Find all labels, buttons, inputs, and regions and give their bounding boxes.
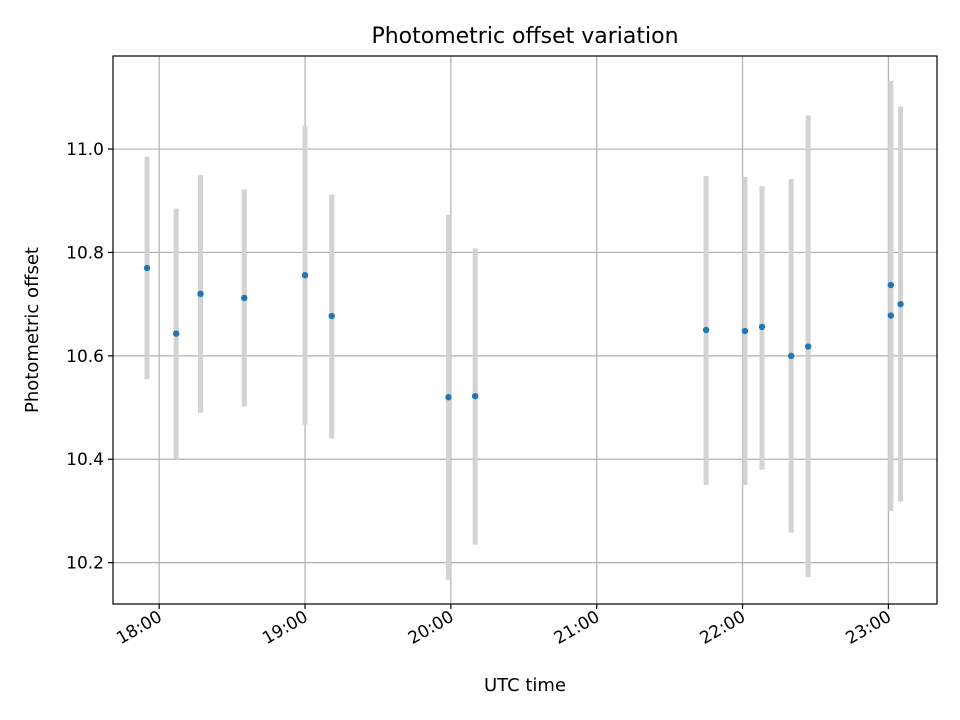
x-tick-label: 21:00 [551, 607, 603, 649]
data-point [301, 272, 309, 279]
x-axis-ticks: 18:00 19:00 20:00 21:00 22:00 23:00 [113, 604, 895, 649]
x-tick-label: 23:00 [842, 607, 894, 649]
data-point [787, 352, 795, 360]
y-tick-label: 10.6 [66, 347, 104, 367]
data-point [241, 294, 248, 302]
data-point [445, 394, 452, 401]
data-point [143, 264, 151, 272]
chart-title: Photometric offset variation [371, 24, 678, 49]
x-tick-label: 18:00 [113, 607, 165, 649]
data-point [897, 300, 904, 308]
y-axis-label: Photometric offset [22, 247, 43, 413]
y-tick-label: 10.4 [66, 450, 104, 470]
x-tick-label: 20:00 [405, 607, 457, 649]
data-point [197, 290, 204, 298]
plot-area-frame [112, 55, 938, 605]
data-points [143, 264, 904, 401]
data-point [804, 343, 812, 350]
data-point [758, 323, 766, 331]
data-point [702, 326, 710, 334]
data-point [172, 330, 180, 337]
y-tick-label: 10.8 [66, 243, 104, 263]
x-tick-label: 22:00 [697, 607, 749, 649]
x-axis-label: UTC time [484, 675, 566, 696]
grid-lines [113, 56, 937, 604]
y-tick-label: 11.0 [66, 140, 104, 160]
data-point [741, 327, 749, 335]
error-bars [144, 80, 904, 580]
data-point [471, 392, 479, 400]
x-tick-label: 19:00 [259, 607, 311, 649]
data-point [887, 312, 895, 319]
y-tick-label: 10.2 [66, 554, 104, 574]
data-point [328, 312, 335, 320]
y-axis-ticks: 10.2 10.4 10.6 10.8 11.0 [66, 140, 113, 574]
data-point [887, 281, 895, 289]
